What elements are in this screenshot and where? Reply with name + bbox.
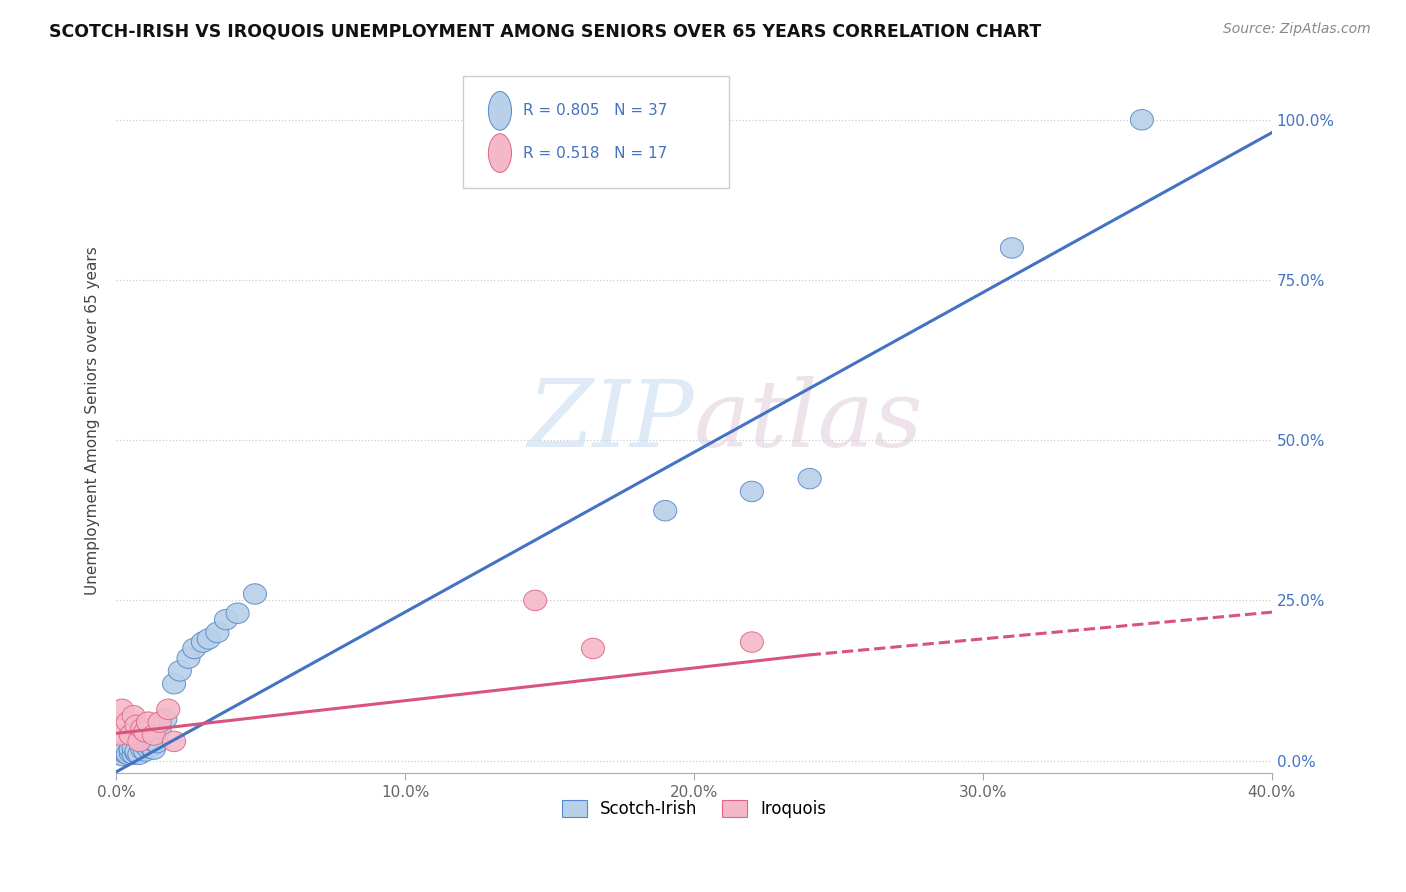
Text: atlas: atlas [695,376,924,466]
Ellipse shape [117,712,139,732]
Text: Source: ZipAtlas.com: Source: ZipAtlas.com [1223,22,1371,37]
Ellipse shape [134,722,156,742]
Ellipse shape [111,699,134,720]
Ellipse shape [131,718,153,739]
FancyBboxPatch shape [463,76,728,188]
Ellipse shape [741,481,763,501]
Ellipse shape [108,724,131,745]
Ellipse shape [136,738,160,758]
Ellipse shape [582,638,605,658]
Ellipse shape [205,623,229,643]
Ellipse shape [142,724,166,745]
Ellipse shape [145,732,169,753]
Ellipse shape [122,744,145,764]
Ellipse shape [117,744,139,764]
Ellipse shape [134,740,156,761]
Ellipse shape [1000,237,1024,258]
Ellipse shape [148,712,172,732]
Ellipse shape [177,648,200,668]
Ellipse shape [654,500,676,521]
Ellipse shape [523,591,547,611]
Ellipse shape [488,91,512,130]
Ellipse shape [183,638,205,658]
Text: SCOTCH-IRISH VS IROQUOIS UNEMPLOYMENT AMONG SENIORS OVER 65 YEARS CORRELATION CH: SCOTCH-IRISH VS IROQUOIS UNEMPLOYMENT AM… [49,22,1042,40]
Legend: Scotch-Irish, Iroquois: Scotch-Irish, Iroquois [555,794,834,825]
Ellipse shape [125,743,148,764]
Text: ZIP: ZIP [527,376,695,466]
Ellipse shape [799,468,821,489]
Ellipse shape [1130,110,1153,130]
Ellipse shape [142,731,166,752]
Ellipse shape [134,734,156,755]
Ellipse shape [125,715,148,736]
Ellipse shape [215,609,238,630]
Ellipse shape [156,699,180,720]
Ellipse shape [128,744,150,764]
Ellipse shape [120,724,142,745]
Ellipse shape [131,739,153,759]
Ellipse shape [169,661,191,681]
Ellipse shape [125,740,148,761]
Ellipse shape [122,738,145,758]
Ellipse shape [142,739,166,759]
Ellipse shape [111,745,134,765]
Ellipse shape [122,706,145,726]
Ellipse shape [243,583,267,604]
Ellipse shape [191,632,215,652]
Ellipse shape [197,629,221,649]
Ellipse shape [120,739,142,759]
Ellipse shape [226,603,249,624]
Text: R = 0.805   N = 37: R = 0.805 N = 37 [523,103,668,119]
Ellipse shape [488,134,512,172]
Ellipse shape [741,632,763,652]
Ellipse shape [114,743,136,764]
Ellipse shape [120,743,142,764]
Ellipse shape [114,740,136,761]
Ellipse shape [163,673,186,694]
Ellipse shape [163,731,186,752]
Ellipse shape [128,731,150,752]
Ellipse shape [136,712,160,732]
Text: R = 0.518   N = 17: R = 0.518 N = 17 [523,145,668,161]
Ellipse shape [148,718,172,739]
Ellipse shape [153,709,177,730]
Y-axis label: Unemployment Among Seniors over 65 years: Unemployment Among Seniors over 65 years [86,246,100,595]
Ellipse shape [139,736,163,756]
Ellipse shape [108,744,131,764]
